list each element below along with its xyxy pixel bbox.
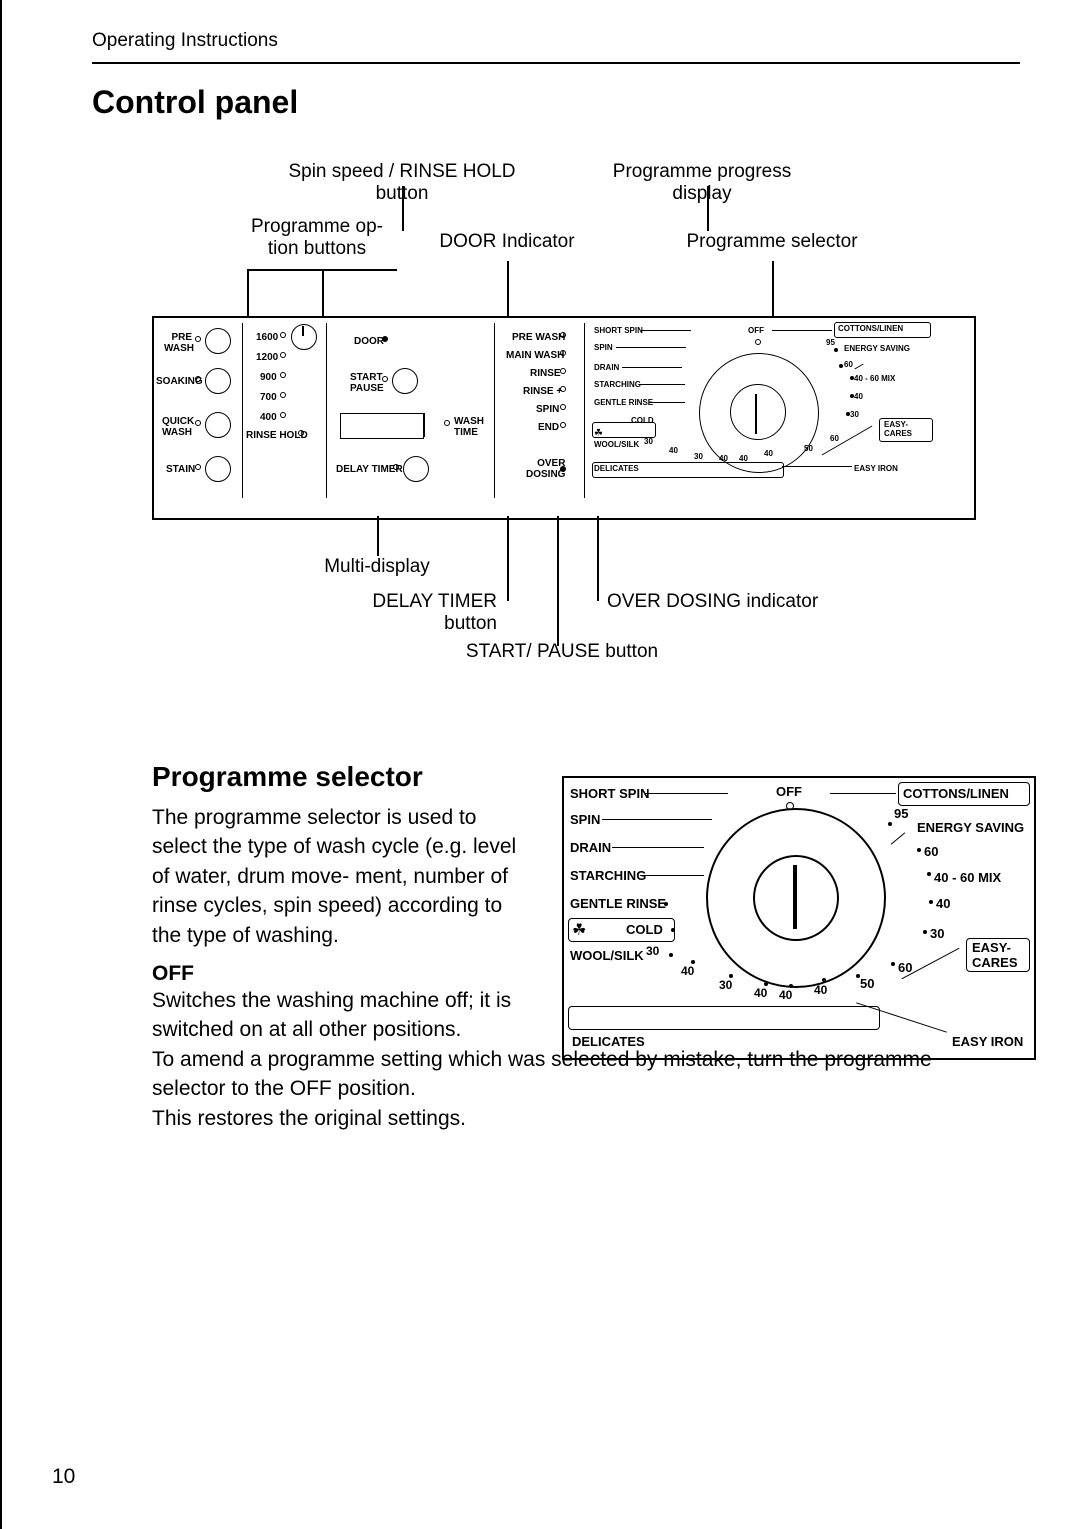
speed-700: 700 bbox=[260, 392, 277, 403]
header-text: Operating Instructions bbox=[92, 30, 278, 51]
delay-timer-button[interactable] bbox=[403, 456, 429, 482]
prog-end: END bbox=[538, 422, 559, 433]
pre-wash-text: PRE WASH bbox=[164, 332, 192, 354]
over-dosing-label: OVER DOSING indicator bbox=[607, 591, 827, 613]
prog-prewash: PRE WASH bbox=[512, 332, 565, 343]
start-pause-button[interactable] bbox=[392, 368, 418, 394]
start-pause-text: START PAUSE bbox=[350, 372, 378, 394]
prog-spin: SPIN bbox=[536, 404, 559, 415]
progress-label: Programme progress display bbox=[582, 161, 822, 205]
door-indicator-label: DOOR Indicator bbox=[432, 231, 582, 253]
programme-selector-title: Programme selector bbox=[152, 761, 532, 793]
quick-wash-button[interactable] bbox=[205, 412, 231, 438]
quick-wash-text: QUICK WASH bbox=[162, 416, 190, 438]
delay-timer-label: DELAY TIMER button bbox=[332, 591, 497, 635]
pre-wash-button[interactable] bbox=[205, 328, 231, 354]
speed-900: 900 bbox=[260, 372, 277, 383]
stain-button[interactable] bbox=[205, 456, 231, 482]
selector-dial[interactable] bbox=[706, 808, 886, 988]
option-buttons-label: Programme op- tion buttons bbox=[232, 216, 402, 260]
selector-detail-box: SHORT SPIN SPIN DRAIN STARCHING GENTLE R… bbox=[562, 776, 1036, 1060]
off-label: OFF bbox=[152, 962, 532, 986]
intro-text: The programme selector is used to select… bbox=[152, 803, 532, 950]
stain-text: STAIN bbox=[166, 464, 195, 475]
page-number: 10 bbox=[52, 1465, 75, 1489]
soaking-button[interactable] bbox=[205, 368, 231, 394]
speed-1600: 1600 bbox=[256, 332, 278, 343]
prog-rinse: RINSE bbox=[530, 368, 561, 379]
speed-400: 400 bbox=[260, 412, 277, 423]
off-text: Switches the washing machine off; it is … bbox=[152, 986, 532, 1045]
control-panel-box: PRE WASH SOAKING QUICK WASH STAIN 1600 1… bbox=[152, 316, 976, 520]
door-text: DOOR bbox=[354, 336, 384, 347]
prog-mainwash: MAIN WASH bbox=[506, 350, 564, 361]
control-panel-diagram: Spin speed / RINSE HOLD button Programme… bbox=[152, 161, 1020, 721]
multi-display-label: Multi-display bbox=[292, 556, 462, 578]
speed-1200: 1200 bbox=[256, 352, 278, 363]
start-pause-label: START/ PAUSE button bbox=[462, 641, 662, 663]
programme-selector-label: Programme selector bbox=[672, 231, 872, 253]
prog-rinseplus: RINSE + bbox=[523, 386, 562, 397]
programme-selector-dial[interactable] bbox=[699, 353, 819, 473]
main-title: Control panel bbox=[92, 84, 1020, 121]
restore-text: This restores the original settings. bbox=[152, 1104, 980, 1133]
wash-time-text: WASH TIME bbox=[454, 416, 484, 438]
spin-button[interactable] bbox=[291, 324, 317, 350]
multi-display bbox=[340, 413, 424, 439]
